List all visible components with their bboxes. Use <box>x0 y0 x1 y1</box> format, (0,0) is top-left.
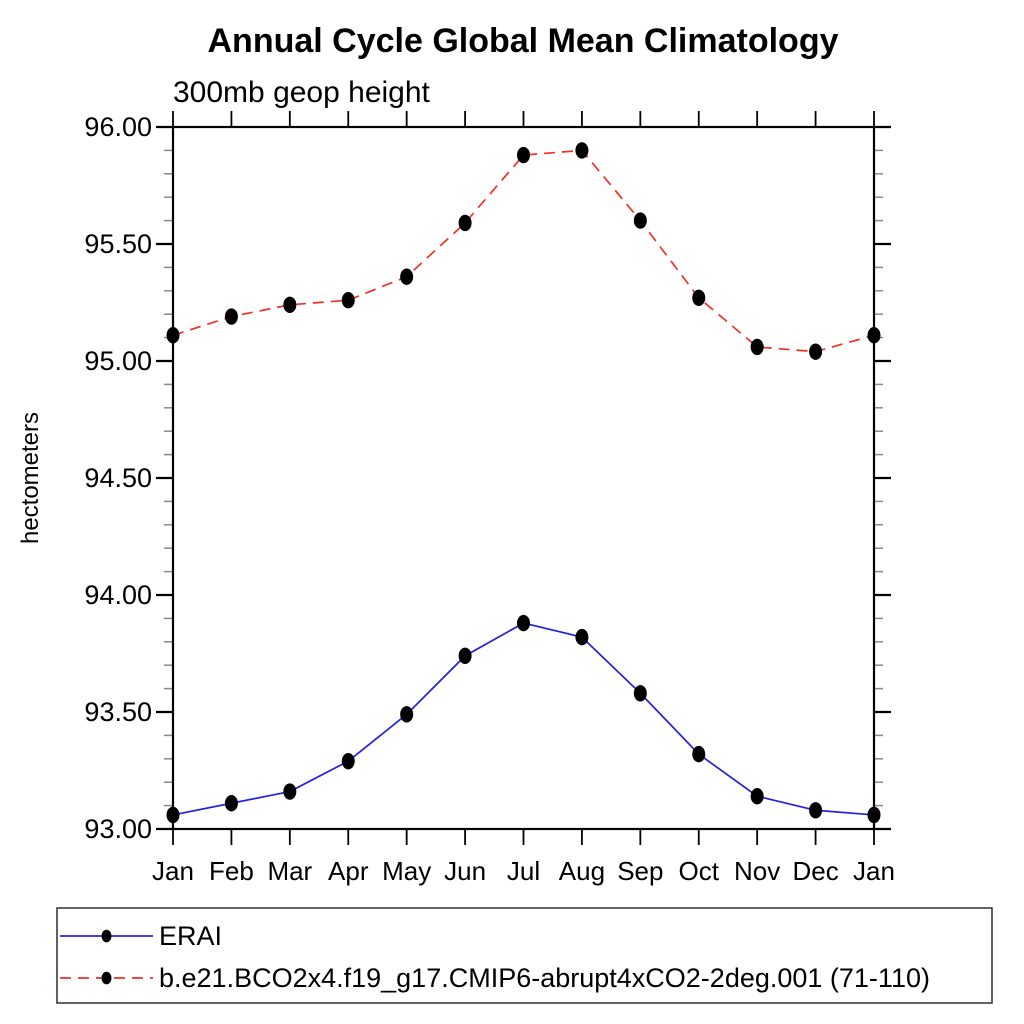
legend-label-erai: ERAI <box>159 921 222 951</box>
y-tick-label: 94.50 <box>84 463 152 493</box>
x-tick-label: Jan <box>152 856 194 886</box>
axis-ticks <box>156 111 891 845</box>
data-point-marker <box>166 327 180 344</box>
y-tick-label: 93.50 <box>84 697 152 727</box>
x-tick-label: Jul <box>507 856 540 886</box>
data-point-marker <box>458 647 472 665</box>
data-series <box>166 142 881 824</box>
x-tick-label: Apr <box>328 856 369 886</box>
data-point-marker <box>224 308 238 325</box>
data-point-marker <box>750 338 764 356</box>
data-point-marker <box>809 343 823 360</box>
x-tick-label: Nov <box>734 856 780 886</box>
legend-marker <box>101 971 112 985</box>
data-point-marker <box>517 146 530 164</box>
legend-samples <box>60 929 153 985</box>
data-point-marker <box>867 327 881 344</box>
x-tick-label: Jan <box>853 856 895 886</box>
x-tick-label: Mar <box>267 856 312 886</box>
series-model-line <box>172 149 875 353</box>
data-point-marker <box>400 268 414 285</box>
x-tick-label: Feb <box>209 856 254 886</box>
y-tick-label: 96.00 <box>84 112 152 142</box>
x-tick-label: May <box>382 856 431 886</box>
data-point-marker <box>224 795 238 812</box>
axis-tick-labels: 93.00 93.50 94.00 94.50 95.00 95.50 96.00 Jan Fe… <box>84 112 895 886</box>
legend-label-model: b.e21.BCO2x4.f19_g17.CMIP6-abrupt4xCO2-2… <box>159 963 930 993</box>
chart-title: Annual Cycle Global Mean Climatology <box>208 22 839 60</box>
data-point-marker <box>633 212 647 229</box>
data-point-marker <box>692 745 706 763</box>
data-point-marker <box>341 291 355 309</box>
chart-subtitle: 300mb geop height <box>173 76 431 109</box>
x-tick-label: Oct <box>679 856 720 886</box>
data-point-marker <box>458 214 472 232</box>
y-tick-label: 94.00 <box>84 580 152 610</box>
y-tick-label: 93.00 <box>84 814 152 844</box>
data-point-marker <box>283 783 297 800</box>
data-point-marker <box>341 752 355 770</box>
data-point-marker <box>166 806 180 824</box>
data-point-marker <box>575 142 589 159</box>
legend-marker <box>101 929 112 943</box>
plot-frame <box>171 125 876 831</box>
x-tick-label: Sep <box>617 856 663 886</box>
data-point-marker <box>692 289 706 307</box>
y-axis-label: hectometers <box>17 412 44 544</box>
data-point-marker <box>283 296 297 314</box>
y-tick-label: 95.50 <box>84 229 152 259</box>
x-tick-label: Aug <box>559 856 605 886</box>
legend-box: ERAI b.e21.BCO2x4.f19_g17.CMIP6-abrupt4x… <box>56 907 993 1004</box>
data-point-marker <box>809 802 823 819</box>
x-tick-label: Jun <box>444 856 486 886</box>
data-point-marker <box>517 614 530 632</box>
data-point-marker <box>633 685 647 702</box>
x-tick-label: Dec <box>792 856 838 886</box>
plot-border <box>171 125 876 831</box>
y-tick-label: 95.00 <box>84 346 152 376</box>
series-erai-line <box>172 622 875 816</box>
data-point-marker <box>400 706 414 723</box>
data-point-marker <box>750 788 764 805</box>
data-point-marker <box>575 628 589 646</box>
legend-border <box>56 907 993 1004</box>
data-point-marker <box>867 806 881 824</box>
